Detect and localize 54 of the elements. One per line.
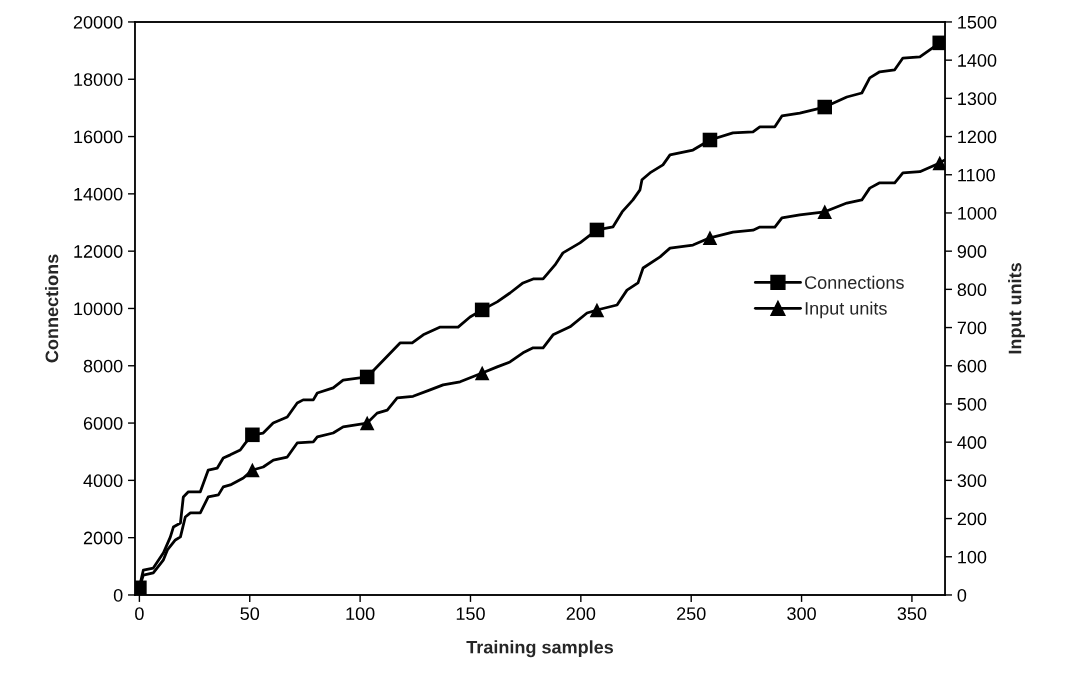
y-tick-label: 12000: [74, 245, 123, 258]
y2-tick-label: 100: [958, 550, 987, 564]
y-tick-label: 8000: [83, 359, 123, 373]
y2-tick-label: 1400: [958, 54, 997, 67]
x-axis-title: Training samples: [466, 640, 614, 658]
y2-tick-label: 500: [957, 397, 987, 411]
y-tick-label: 2000: [83, 531, 123, 545]
point: [817, 204, 833, 220]
point: [817, 99, 833, 115]
point: [359, 415, 375, 431]
x-tick-label: 50: [240, 607, 260, 621]
y2-tick-label: 400: [957, 436, 987, 449]
y-axis-title: Connections: [45, 254, 59, 363]
y-tick-label: 14000: [74, 187, 123, 201]
y-tick-label: 10000: [74, 302, 123, 316]
legend-label: Connections: [805, 275, 904, 289]
point: [245, 462, 260, 478]
y-tick-label: 6000: [83, 417, 123, 430]
x-tick-label: 150: [456, 607, 485, 621]
y2-axis-title: Input units: [1008, 263, 1025, 354]
x-tick-label: 200: [566, 607, 596, 621]
y-tick-label: 16000: [74, 130, 123, 144]
y2-tick-label: 1100: [958, 168, 995, 182]
point: [474, 365, 490, 381]
point: [589, 222, 605, 238]
y-tick-label: 18000: [74, 73, 123, 86]
y-tick-label: 0: [113, 588, 123, 602]
point: [359, 369, 375, 385]
point: [932, 35, 946, 51]
y2-tick-label: 900: [957, 245, 987, 258]
y2-tick-label: 1300: [958, 92, 997, 106]
y-tick-label: 4000: [83, 474, 123, 488]
y2-tick-label: 1500: [958, 15, 997, 29]
y2-tick-label: 600: [957, 359, 987, 373]
y2-tick-label: 200: [957, 512, 987, 526]
y2-tick-label: 800: [957, 283, 987, 297]
y2-tick-label: 0: [957, 588, 967, 602]
x-tick-label: 250: [677, 607, 706, 621]
point: [702, 230, 718, 246]
x-tick-label: 100: [346, 607, 375, 621]
point: [702, 132, 718, 148]
x-tick-label: 300: [787, 607, 816, 621]
x-tick-label: 350: [897, 607, 927, 621]
y2-tick-label: 300: [957, 474, 987, 488]
point: [932, 155, 946, 171]
legend-label: Input units: [805, 301, 887, 319]
point: [474, 302, 490, 318]
point: [589, 302, 605, 318]
x-tick-label: 0: [135, 607, 144, 621]
y2-tick-label: 700: [957, 321, 987, 335]
point: [245, 427, 260, 443]
y2-tick-label: 1000: [958, 206, 997, 220]
y-tick-label: 20000: [73, 15, 123, 29]
y2-tick-label: 1200: [958, 130, 997, 144]
